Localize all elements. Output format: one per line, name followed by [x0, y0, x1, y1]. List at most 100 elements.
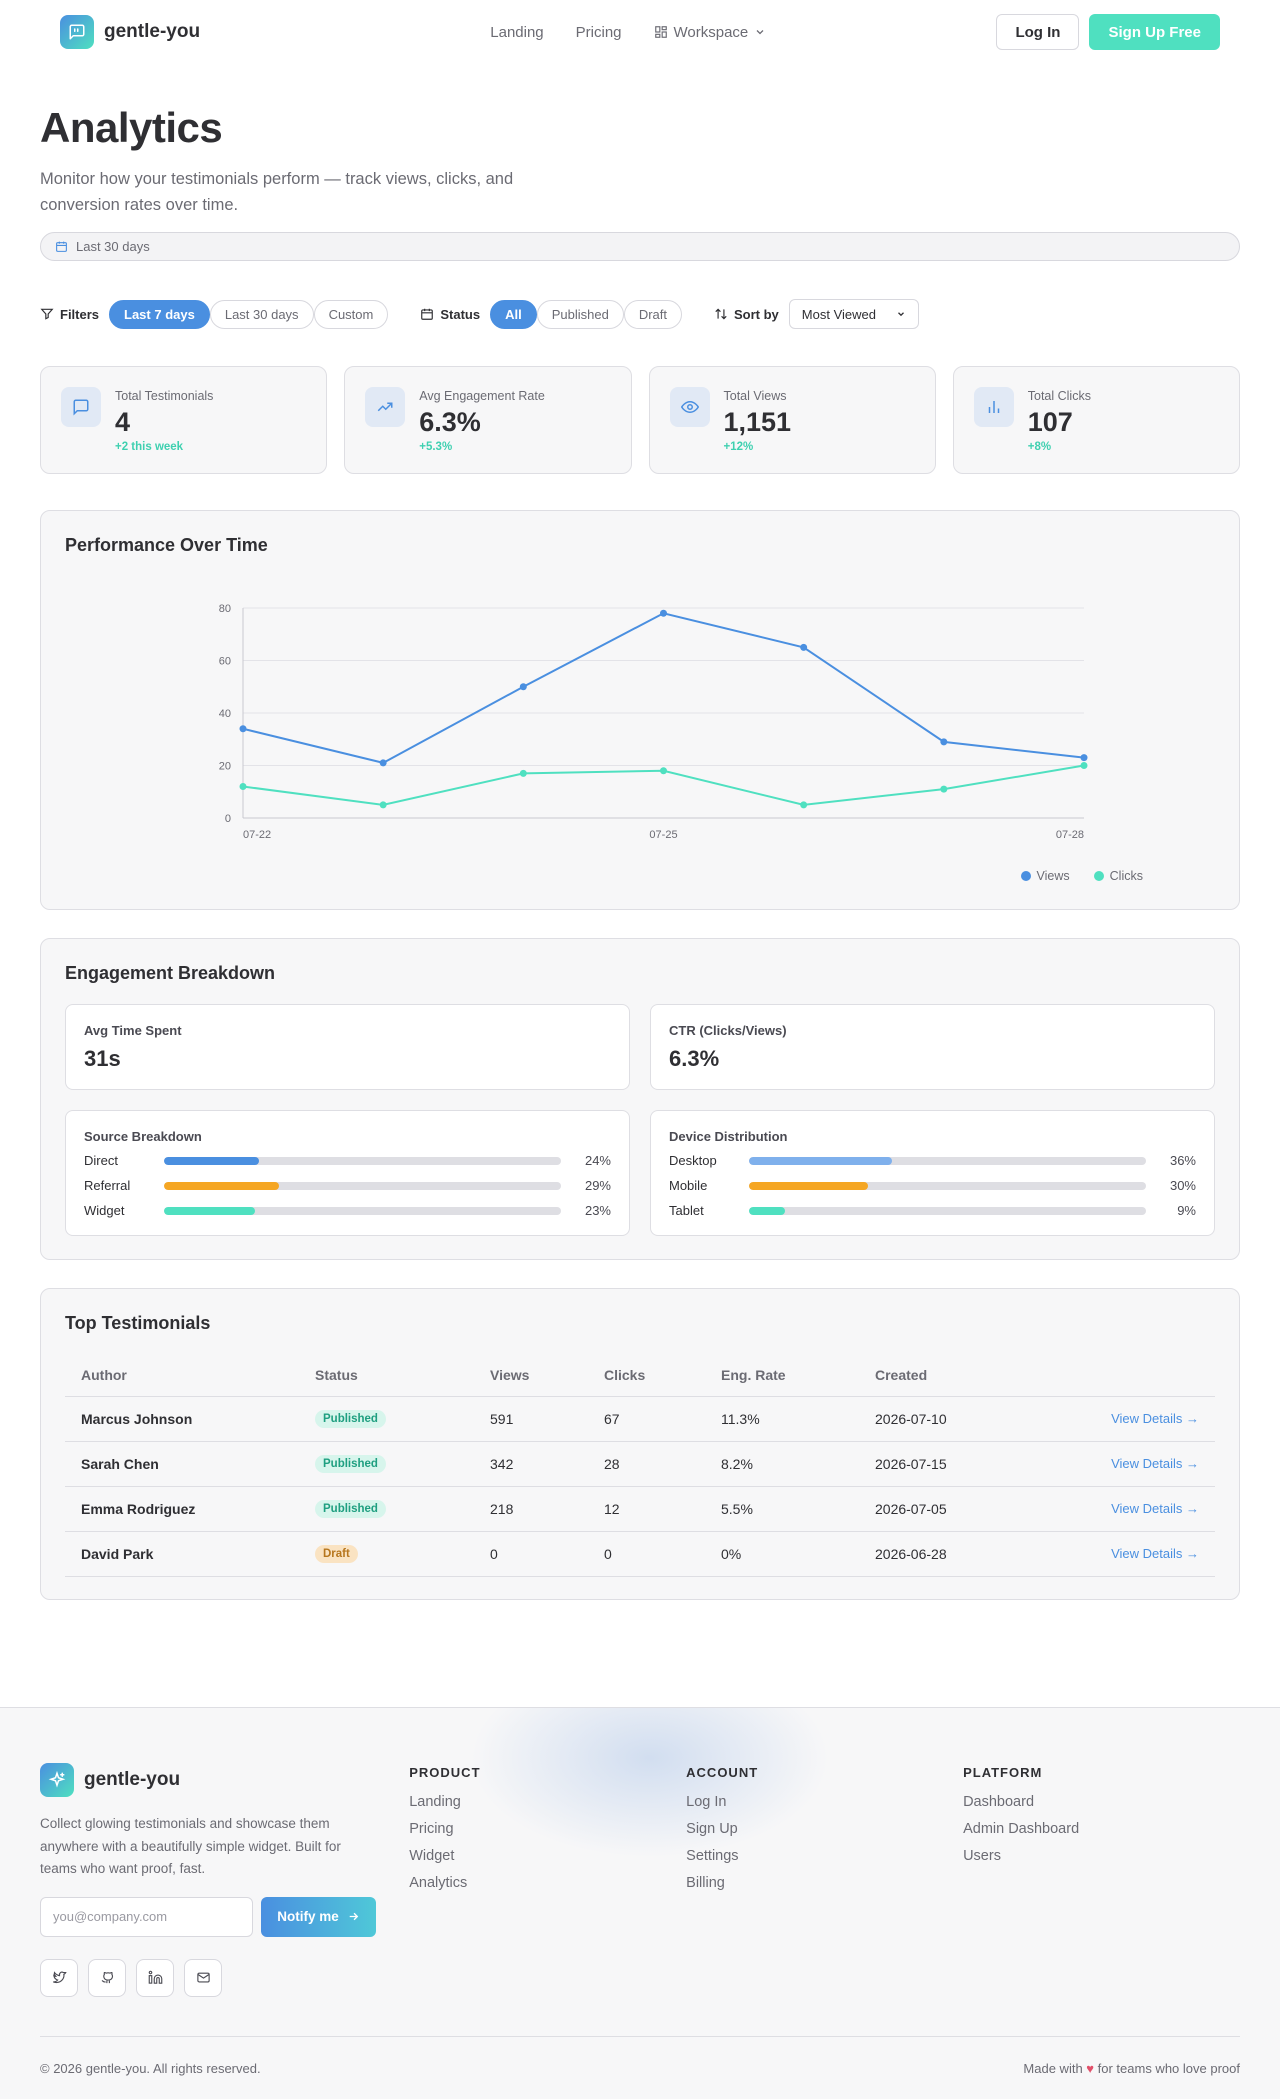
- view-details-link[interactable]: View Details →: [1059, 1441, 1215, 1487]
- data-point-views: [660, 609, 667, 617]
- stat-card-total-views: Total Views 1,151 +12%: [648, 366, 936, 474]
- calendar-icon: [421, 308, 434, 320]
- github-icon[interactable]: [88, 1958, 126, 1997]
- heart-icon: ♥: [1086, 2061, 1095, 2076]
- signup-button[interactable]: Sign Up Free: [1089, 14, 1220, 50]
- device-bar-track: [749, 1156, 1146, 1165]
- stat-delta: +2 this week: [115, 441, 184, 453]
- footer-link-login[interactable]: Log In: [686, 1794, 727, 1810]
- footer-link-admin-dashboard[interactable]: Admin Dashboard: [963, 1821, 1080, 1837]
- footer-col-product: PRODUCT Landing Pricing Widget Analytics: [409, 1763, 686, 1997]
- col-author[interactable]: Author: [65, 1354, 299, 1397]
- arrow-right-icon: [349, 1912, 358, 1921]
- data-point-views: [519, 683, 527, 691]
- source-bar-pct: 23%: [584, 1203, 611, 1218]
- table-row[interactable]: Emma Rodriguez Published 218 12 5.5% 2026-07-…: [65, 1486, 1215, 1532]
- footer-link-settings[interactable]: Settings: [686, 1848, 739, 1864]
- notify-button[interactable]: Notify me: [261, 1896, 376, 1937]
- legend-swatch: [1020, 871, 1031, 881]
- engagement-title: Engagement Breakdown: [65, 963, 276, 983]
- footer-inner: gentle-you Collect glowing testimonials …: [0, 1708, 1280, 1997]
- view-details-link[interactable]: View Details →: [1059, 1531, 1215, 1577]
- footer-bottom: © 2026 gentle-you. All rights reserved. …: [40, 2036, 1240, 2076]
- view-details-link[interactable]: View Details →: [1059, 1396, 1215, 1442]
- device-bar-row: Tablet 9%: [669, 1198, 1196, 1223]
- ctr-label: CTR (Clicks/Views): [669, 1023, 787, 1038]
- chart-legend: Views Clicks: [1020, 869, 1143, 883]
- made-with-prefix: Made with: [1023, 2061, 1083, 2076]
- footer-link-widget[interactable]: Widget: [409, 1848, 455, 1864]
- col-clicks[interactable]: Clicks: [588, 1354, 705, 1397]
- source-bar-row: Direct 24%: [84, 1148, 611, 1173]
- notify-form: you@company.com Notify me: [40, 1896, 409, 1937]
- chip-status-published[interactable]: Published: [536, 299, 624, 329]
- login-button[interactable]: Log In: [996, 14, 1080, 50]
- chip-status-draft[interactable]: Draft: [623, 299, 682, 329]
- nav-workspace-dropdown[interactable]: Workspace: [654, 24, 767, 41]
- stat-value: 107: [1027, 407, 1073, 437]
- date-range-pill[interactable]: Last 30 days: [40, 232, 1240, 261]
- data-point-clicks: [239, 783, 247, 790]
- legend-item-clicks[interactable]: Clicks: [1093, 869, 1143, 883]
- sort-select[interactable]: Most Viewed: [788, 299, 919, 329]
- data-point-clicks: [379, 801, 387, 809]
- view-details-link[interactable]: View Details →: [1059, 1486, 1215, 1532]
- footer-link-dashboard[interactable]: Dashboard: [963, 1794, 1035, 1810]
- email-input[interactable]: you@company.com: [40, 1896, 253, 1937]
- nav-link-landing[interactable]: Landing: [490, 23, 544, 41]
- col-eng-rate[interactable]: Eng. Rate: [705, 1354, 859, 1397]
- col-created[interactable]: Created: [859, 1354, 1059, 1397]
- chip-last-30-days[interactable]: Last 30 days: [209, 299, 314, 329]
- data-point-views: [940, 738, 948, 746]
- footer-link-users[interactable]: Users: [963, 1848, 1001, 1864]
- chip-status-all[interactable]: All: [490, 299, 537, 329]
- linkedin-icon[interactable]: [136, 1958, 174, 1997]
- cell-views: 0: [474, 1531, 588, 1577]
- legend-item-views[interactable]: Views: [1020, 869, 1070, 883]
- source-bar-label: Referral: [84, 1178, 131, 1193]
- footer-link-billing[interactable]: Billing: [686, 1875, 725, 1891]
- sort-group: Sort by Most Viewed: [714, 299, 919, 329]
- table-row[interactable]: Sarah Chen Published 342 28 8.2% 2026-07-15 Vi…: [65, 1441, 1215, 1487]
- chip-last-7-days[interactable]: Last 7 days: [109, 299, 210, 329]
- trend-up-icon: [365, 387, 406, 427]
- source-bar-track: [164, 1181, 561, 1190]
- footer-link-signup[interactable]: Sign Up: [686, 1821, 738, 1837]
- source-bar-pct: 24%: [584, 1153, 611, 1168]
- cell-author: Sarah Chen: [65, 1441, 299, 1487]
- stat-label: Avg Engagement Rate: [419, 389, 545, 403]
- cell-views: 591: [474, 1396, 588, 1442]
- footer-link-landing[interactable]: Landing: [409, 1794, 461, 1810]
- cell-created: 2026-07-10: [859, 1396, 1059, 1442]
- source-bar-row: Referral 29%: [84, 1173, 611, 1198]
- x-tick-label: 07-28: [1056, 829, 1084, 841]
- device-bar-label: Mobile: [669, 1178, 708, 1193]
- chip-custom[interactable]: Custom: [313, 299, 389, 329]
- cell-author: Emma Rodriguez: [65, 1486, 299, 1532]
- footer-link-pricing[interactable]: Pricing: [409, 1821, 454, 1837]
- cell-eng-rate: 5.5%: [705, 1486, 859, 1532]
- cell-clicks: 12: [588, 1486, 705, 1532]
- footer-link-analytics[interactable]: Analytics: [409, 1875, 468, 1891]
- nav-workspace-label: Workspace: [673, 23, 749, 41]
- cell-views: 342: [474, 1441, 588, 1487]
- table-row[interactable]: Marcus Johnson Published 591 67 11.3% 2026-07…: [65, 1396, 1215, 1442]
- footer-brand-name: gentle-you: [84, 1769, 181, 1790]
- status-badge: Published: [315, 1500, 386, 1518]
- table-row[interactable]: David Park Draft 0 0 0% 2026-06-28 View Detail…: [65, 1531, 1215, 1577]
- footer-brand[interactable]: gentle-you: [40, 1763, 409, 1797]
- calendar-icon: [56, 241, 67, 252]
- y-tick-label: 80: [219, 603, 231, 615]
- twitter-icon[interactable]: [40, 1958, 78, 1997]
- device-distribution-card: Device Distribution Desktop 36% Mobile 30% T…: [650, 1110, 1215, 1236]
- nav-actions: Log In Sign Up Free: [996, 14, 1220, 50]
- brand[interactable]: gentle-you: [60, 15, 200, 49]
- col-views[interactable]: Views: [474, 1354, 588, 1397]
- mail-icon[interactable]: [184, 1958, 222, 1997]
- data-point-clicks: [519, 769, 527, 777]
- device-bar-row: Mobile 30%: [669, 1173, 1196, 1198]
- nav-link-pricing[interactable]: Pricing: [575, 23, 622, 41]
- footer-brand-col: gentle-you Collect glowing testimonials …: [40, 1763, 409, 1997]
- col-status[interactable]: Status: [299, 1354, 474, 1397]
- legend-swatch: [1093, 871, 1104, 881]
